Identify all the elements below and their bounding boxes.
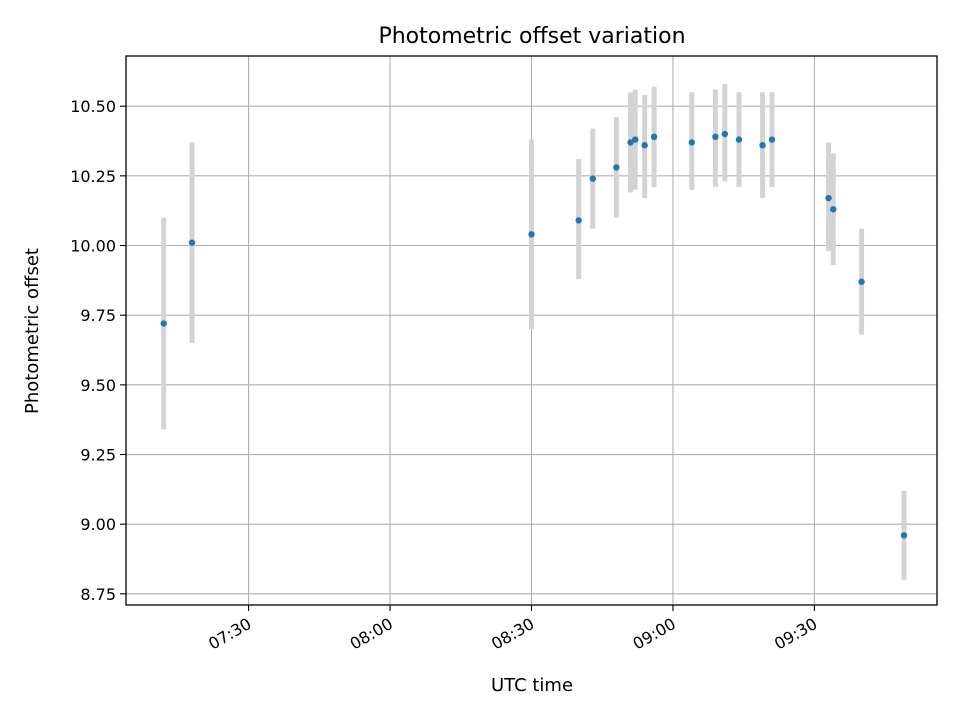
y-axis-ticks: 8.75 9.00 9.25 9.50 9.75 10.00 10.25 10.50 (70, 97, 126, 604)
data-point (632, 136, 639, 143)
y-tick-label: 10.50 (70, 97, 116, 116)
x-tick-label: 09:30 (771, 614, 820, 654)
data-point (712, 133, 719, 141)
data-point (613, 164, 620, 171)
y-tick-label: 9.50 (80, 376, 116, 395)
data-point (721, 130, 729, 138)
data-point (188, 239, 196, 246)
y-axis-label: Photometric offset (22, 248, 43, 414)
y-tick-label: 10.25 (70, 167, 116, 186)
x-tick-label: 08:00 (347, 614, 396, 654)
error-bars (161, 83, 907, 580)
data-point (589, 175, 596, 182)
y-tick-label: 8.75 (80, 585, 116, 604)
chart-title: Photometric offset variation (378, 24, 685, 49)
grid-lines (126, 56, 937, 605)
data-point (650, 133, 658, 141)
data-point (830, 206, 837, 213)
x-tick-label: 08:30 (488, 614, 537, 654)
data-point (627, 139, 634, 146)
data-point (641, 141, 648, 149)
data-point (160, 320, 167, 327)
data-point (900, 532, 908, 539)
y-tick-label: 9.25 (80, 446, 116, 465)
y-tick-label: 9.00 (80, 515, 116, 534)
data-point (528, 231, 535, 238)
data-points (160, 130, 908, 539)
data-point (825, 194, 832, 202)
x-tick-label: 09:00 (630, 614, 679, 654)
x-axis-ticks: 07:30 08:00 08:30 09:00 09:30 (205, 605, 820, 654)
y-tick-label: 10.00 (70, 237, 116, 256)
data-point (759, 141, 766, 149)
data-point (768, 136, 776, 143)
x-axis-label: UTC time (491, 675, 573, 696)
data-point (858, 278, 865, 285)
x-tick-label: 07:30 (205, 614, 254, 654)
data-point (575, 217, 582, 224)
data-point (735, 136, 743, 143)
y-tick-label: 9.75 (80, 306, 116, 325)
data-point (688, 139, 696, 146)
